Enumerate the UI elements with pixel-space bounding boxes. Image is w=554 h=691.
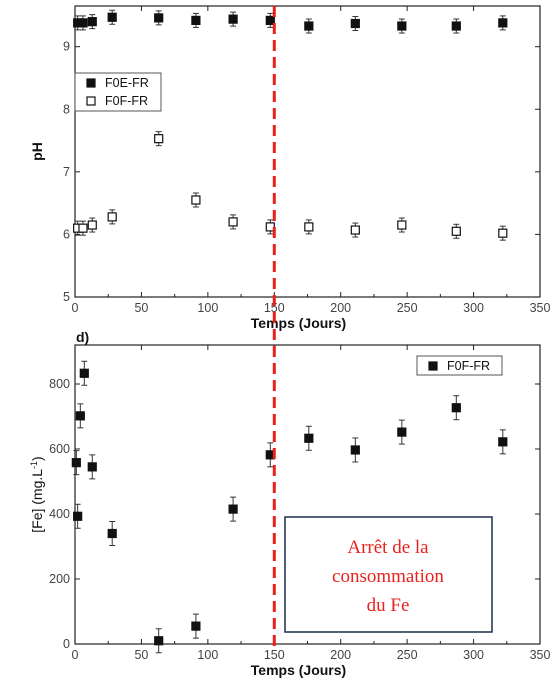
data-point-open [265, 222, 275, 232]
data-point-filled [154, 13, 164, 23]
data-point-filled [498, 437, 508, 447]
annotation-text: Arrêt de la [347, 537, 429, 558]
data-point-filled [228, 14, 238, 24]
legend-label: F0F-FR [105, 94, 148, 108]
data-point-filled [154, 636, 164, 646]
y-tick-label: 600 [49, 442, 70, 456]
data-point-filled [451, 403, 461, 413]
data-point-filled [191, 621, 201, 631]
legend-label: F0E-FR [105, 76, 149, 90]
data-point-filled [107, 528, 117, 539]
data-point-open [350, 225, 360, 235]
legend-box [416, 355, 503, 376]
data-point-open [397, 220, 407, 230]
x-tick-label: 0 [72, 648, 79, 662]
data-point-open [154, 134, 164, 144]
x-tick-label: 300 [463, 648, 484, 662]
annotation-text: consommation [332, 566, 444, 587]
y-axis-label: pH [29, 142, 45, 161]
data-point-filled [451, 21, 461, 31]
x-tick-label: 250 [397, 301, 418, 315]
data-point-open [191, 195, 201, 205]
x-tick-label: 50 [134, 301, 148, 315]
y-tick-label: 8 [63, 102, 70, 116]
panel-tag: d) [76, 329, 89, 345]
y-tick-label: 9 [63, 40, 70, 54]
y-tick-label: 5 [63, 290, 70, 304]
x-tick-label: 100 [197, 301, 218, 315]
x-tick-label: 50 [134, 648, 148, 662]
iron-chart: 0 50 100 150 200 250 300 350 0 200 400 600 800 Temps … [29, 329, 550, 678]
x-tick-label: 200 [330, 301, 351, 315]
data-point-filled [71, 458, 81, 468]
x-tick-label: 100 [197, 648, 218, 662]
data-point-open [107, 212, 117, 222]
legend-marker [86, 78, 96, 88]
data-point-filled [397, 427, 407, 437]
annotation-layer: Arrêt de la consommation du Fe [272, 6, 493, 648]
y-tick-label: 7 [63, 165, 70, 179]
y-tick-label: 400 [49, 507, 70, 521]
data-point-filled [498, 18, 508, 28]
x-tick-label: 150 [264, 648, 285, 662]
annotation-text: du Fe [367, 595, 410, 616]
legend-label: F0F-FR [447, 359, 490, 373]
data-point-open [87, 220, 97, 230]
plot-frame [74, 5, 541, 298]
data-point-filled [304, 21, 314, 31]
data-point-open [498, 228, 508, 238]
x-tick-label: 300 [463, 301, 484, 315]
data-point-open [451, 226, 461, 236]
data-point-filled [79, 368, 89, 378]
legend-marker [86, 96, 96, 106]
data-point-open [228, 217, 238, 227]
data-point-filled [228, 504, 238, 514]
x-tick-label: 350 [530, 301, 551, 315]
data-point-open [304, 222, 314, 232]
data-point-filled [78, 18, 88, 28]
data-point-filled [350, 445, 360, 455]
y-axis-label: [Fe] (mg.L-1) [29, 456, 45, 532]
ph-chart: 0 50 100 150 200 250 300 350 5 6 7 8 9 Temps (Jours) p… [29, 5, 551, 331]
y-tick-label: 6 [63, 227, 70, 241]
data-point-filled [191, 15, 201, 25]
x-tick-label: 200 [330, 648, 351, 662]
data-point-filled [87, 462, 97, 472]
x-axis-label: Temps (Jours) [251, 315, 346, 331]
data-point-filled [73, 511, 83, 521]
annotation-box [284, 516, 493, 633]
x-tick-label: 250 [397, 648, 418, 662]
data-point-filled [75, 411, 85, 421]
data-point-filled [304, 433, 314, 443]
x-axis-label: Temps (Jours) [251, 662, 346, 678]
x-tick-label: 0 [72, 301, 79, 315]
data-point-filled [350, 18, 360, 29]
data-point-filled [265, 15, 275, 25]
data-point-filled [107, 12, 117, 22]
y-tick-label: 0 [63, 637, 70, 651]
data-point-filled [87, 17, 97, 27]
x-tick-label: 350 [530, 648, 551, 662]
y-tick-label: 200 [49, 572, 70, 586]
x-tick-label: 150 [264, 301, 285, 315]
data-point-filled [397, 21, 407, 31]
data-point-open [78, 223, 88, 233]
y-tick-label: 800 [49, 377, 70, 391]
legend-marker [428, 361, 438, 371]
